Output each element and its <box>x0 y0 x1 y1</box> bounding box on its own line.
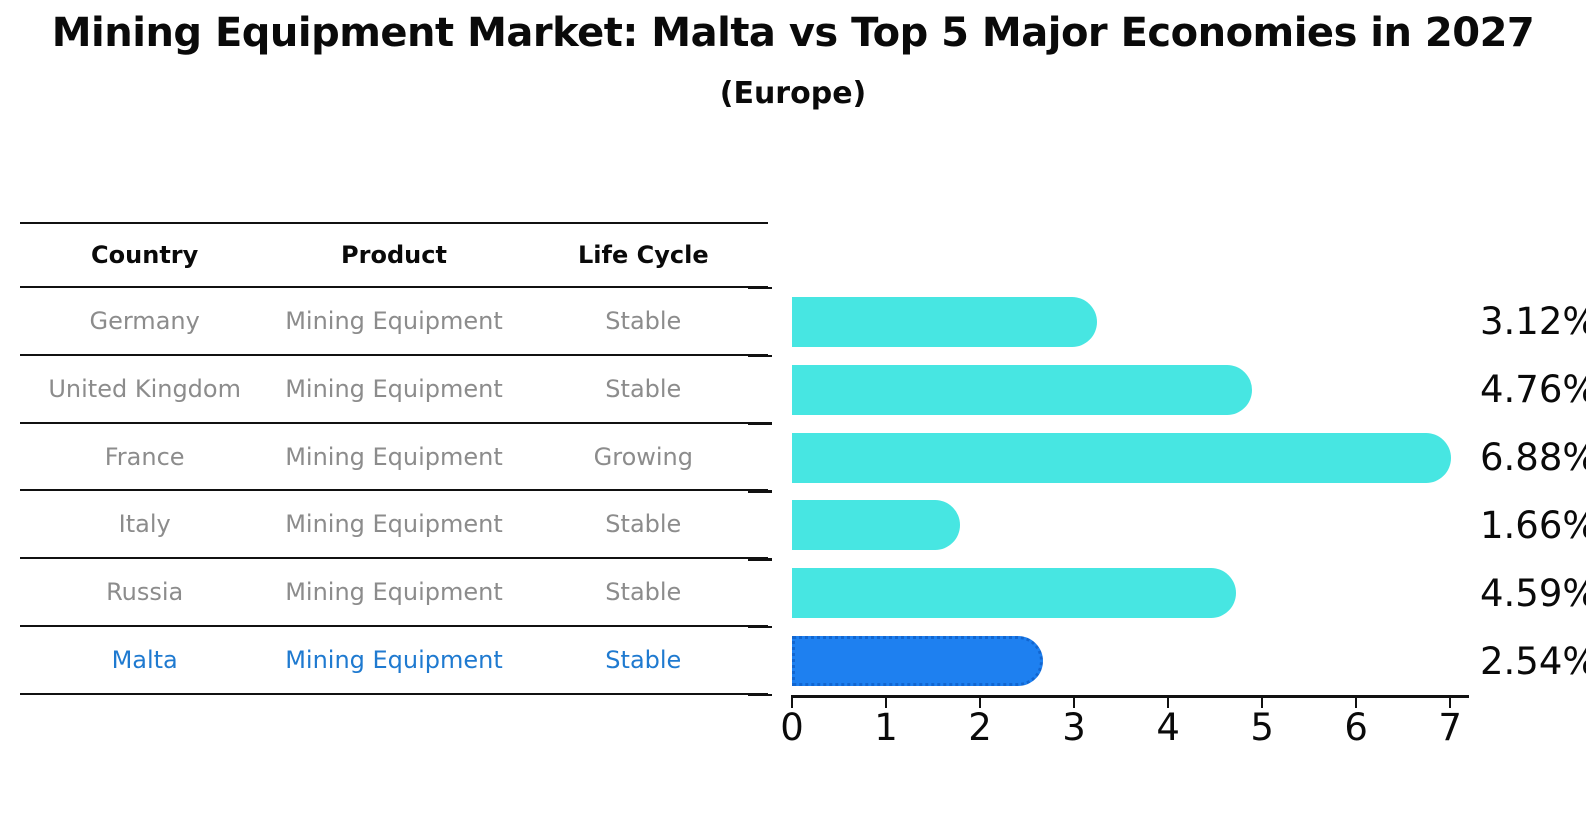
value-label-band: 3.12% <box>1480 288 1586 356</box>
value-label-band: 2.54% <box>1480 627 1586 695</box>
bar-band-russia <box>792 559 1469 627</box>
x-tick-label-0: 0 <box>780 706 804 749</box>
x-axis-tick <box>978 695 982 708</box>
x-tick-label-6: 6 <box>1344 706 1368 749</box>
data-table: Country Product Life Cycle Germany Mining… <box>20 222 768 695</box>
cell-product: Mining Equipment <box>285 578 503 607</box>
cell-product: Mining Equipment <box>285 306 503 335</box>
y-axis-tick <box>748 422 772 425</box>
cell-product: Mining Equipment <box>285 442 503 471</box>
x-axis-line <box>792 695 1469 698</box>
y-axis-tick <box>748 354 772 358</box>
bar-band-germany <box>792 288 1469 356</box>
cell-life-cycle: Growing <box>593 442 693 471</box>
value-label-band: 4.59% <box>1480 559 1586 627</box>
value-label-united-kingdom: 4.76% <box>1480 368 1586 412</box>
x-axis-tick <box>790 695 794 708</box>
table-row-germany: Germany Mining Equipment Stable <box>20 288 768 356</box>
header-cell-life-cycle: Life Cycle <box>578 241 709 269</box>
table-row-malta: Malta Mining Equipment Stable <box>20 627 768 695</box>
value-label-band: 1.66% <box>1480 491 1586 559</box>
cell-country: Russia <box>106 578 184 607</box>
bar-russia <box>792 568 1236 619</box>
x-axis-tick <box>1354 695 1358 708</box>
bar-malta <box>792 636 1043 687</box>
y-axis-tick <box>748 558 772 561</box>
bar-band-france <box>792 424 1469 492</box>
value-label-italy: 1.66% <box>1480 503 1586 547</box>
page-subtitle: (Europe) <box>719 76 867 111</box>
cell-product: Mining Equipment <box>285 510 503 539</box>
value-label-band: 6.88% <box>1480 424 1586 492</box>
table-row-united-kingdom: United Kingdom Mining Equipment Stable <box>20 356 768 424</box>
table-row-france: France Mining Equipment Growing <box>20 424 768 492</box>
header-cell-country: Country <box>91 241 199 269</box>
value-label-france: 6.88% <box>1480 436 1586 480</box>
cell-country: Germany <box>89 306 200 335</box>
cell-life-cycle: Stable <box>605 578 682 607</box>
value-label-column: 3.12% 4.76% 6.88% 1.66% 4.59% 2.54% <box>1480 288 1586 695</box>
x-tick-label-1: 1 <box>874 706 898 749</box>
value-label-malta: 2.54% <box>1480 639 1586 683</box>
bar-chart-plot-area <box>792 288 1469 695</box>
bar-france <box>792 432 1451 483</box>
bar-band-united-kingdom <box>792 356 1469 424</box>
bar-italy <box>792 500 961 551</box>
value-label-germany: 3.12% <box>1480 300 1586 344</box>
cell-product: Mining Equipment <box>285 374 503 403</box>
value-label-band: 4.76% <box>1480 356 1586 424</box>
header-cell-product: Product <box>341 241 447 269</box>
y-axis-tick <box>748 490 772 493</box>
cell-product: Mining Equipment <box>285 646 503 675</box>
y-axis-tick <box>748 693 772 697</box>
table-body: Germany Mining Equipment Stable United King… <box>20 288 768 695</box>
cell-life-cycle: Stable <box>605 646 682 675</box>
y-axis-tick <box>748 286 772 290</box>
x-tick-label-2: 2 <box>968 706 992 749</box>
x-tick-label-5: 5 <box>1250 706 1274 749</box>
bar-united-kingdom <box>792 364 1252 415</box>
x-axis-tick <box>1260 695 1264 708</box>
cell-country: France <box>104 442 185 471</box>
table-row-italy: Italy Mining Equipment Stable <box>20 491 768 560</box>
value-label-russia: 4.59% <box>1480 571 1586 615</box>
x-axis-tick <box>1072 695 1076 708</box>
x-tick-label-7: 7 <box>1438 706 1462 749</box>
x-tick-label-3: 3 <box>1062 706 1086 749</box>
cell-life-cycle: Stable <box>605 510 682 539</box>
bar-band-malta <box>792 627 1469 695</box>
x-axis-tick <box>1448 695 1452 708</box>
x-tick-label-4: 4 <box>1156 706 1180 749</box>
x-axis-tick <box>884 695 888 708</box>
bar-germany <box>792 296 1098 347</box>
bar-band-italy <box>792 491 1469 559</box>
page-title: Mining Equipment Market: Malta vs Top 5 … <box>51 10 1535 56</box>
cell-life-cycle: Stable <box>605 374 682 403</box>
cell-country: Italy <box>118 510 171 539</box>
cell-country: United Kingdom <box>48 374 241 403</box>
table-header-row: Country Product Life Cycle <box>20 222 768 288</box>
table-row-russia: Russia Mining Equipment Stable <box>20 559 768 628</box>
x-axis-tick <box>1166 695 1170 708</box>
y-axis-tick <box>748 625 772 629</box>
cell-country: Malta <box>111 646 178 675</box>
cell-life-cycle: Stable <box>605 306 682 335</box>
